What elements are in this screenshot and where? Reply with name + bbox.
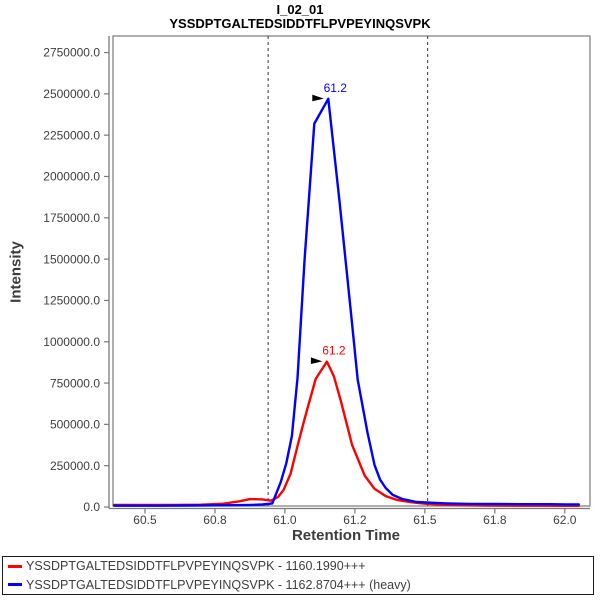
x-tick-label: 61.8	[483, 513, 507, 527]
x-axis-title: Retention Time	[291, 527, 401, 544]
y-tick-label: 2000000.0	[43, 170, 100, 184]
light-peak-rt-label: 61.2	[322, 344, 346, 358]
y-tick-label: 750000.0	[50, 376, 100, 390]
x-tick-label: 60.8	[203, 513, 227, 527]
peptide-sequence-subtitle: YSSDPTGALTEDSIDDTFLPVPEYINQSVPK	[169, 16, 431, 31]
y-tick-label: 1750000.0	[43, 211, 100, 225]
legend-item-heavy[interactable]: YSSDPTGALTEDSIDDTFLPVPEYINQSVPK - 1162.8…	[8, 576, 593, 594]
x-tick-label: 60.5	[133, 513, 157, 527]
y-tick-label: 2250000.0	[43, 128, 100, 142]
heavy-trace[interactable]	[112, 97, 580, 507]
y-tick-label: 500000.0	[50, 418, 100, 432]
heavy-series-line-swatch	[8, 583, 22, 586]
legend-box: YSSDPTGALTEDSIDDTFLPVPEYINQSVPK - 1160.1…	[2, 556, 594, 595]
light-series-line-swatch	[8, 565, 22, 568]
legend-label-heavy: YSSDPTGALTEDSIDDTFLPVPEYINQSVPK - 1162.8…	[26, 577, 411, 592]
y-tick-label: 1250000.0	[43, 294, 100, 308]
light-peak-arrow-icon	[310, 357, 323, 364]
heavy-peak-rt-label: 61.2	[324, 81, 348, 95]
y-tick-label: 0.0	[83, 500, 100, 514]
x-tick-label: 62.0	[553, 513, 577, 527]
legend-item-light[interactable]: YSSDPTGALTEDSIDDTFLPVPEYINQSVPK - 1160.1…	[8, 557, 593, 575]
legend-label-light: YSSDPTGALTEDSIDDTFLPVPEYINQSVPK - 1160.1…	[26, 559, 366, 574]
y-axis-title: Intensity	[7, 241, 25, 303]
y-tick-label: 1500000.0	[43, 252, 100, 266]
y-tick-label: 2500000.0	[43, 87, 100, 101]
chart-title: I_02_01	[276, 2, 324, 17]
plot-border	[112, 35, 591, 507]
x-tick-label: 61.0	[273, 513, 297, 527]
x-tick-label: 61.2	[343, 513, 367, 527]
y-tick-label: 1000000.0	[43, 335, 100, 349]
x-axis-title-wrap: Retention Time	[0, 527, 600, 544]
heavy-peak-arrow-icon	[312, 94, 324, 102]
y-tick-label: 2750000.0	[43, 46, 100, 60]
light-trace[interactable]	[112, 360, 580, 507]
y-tick-label: 250000.0	[50, 459, 100, 473]
x-tick-label: 61.5	[413, 513, 437, 527]
